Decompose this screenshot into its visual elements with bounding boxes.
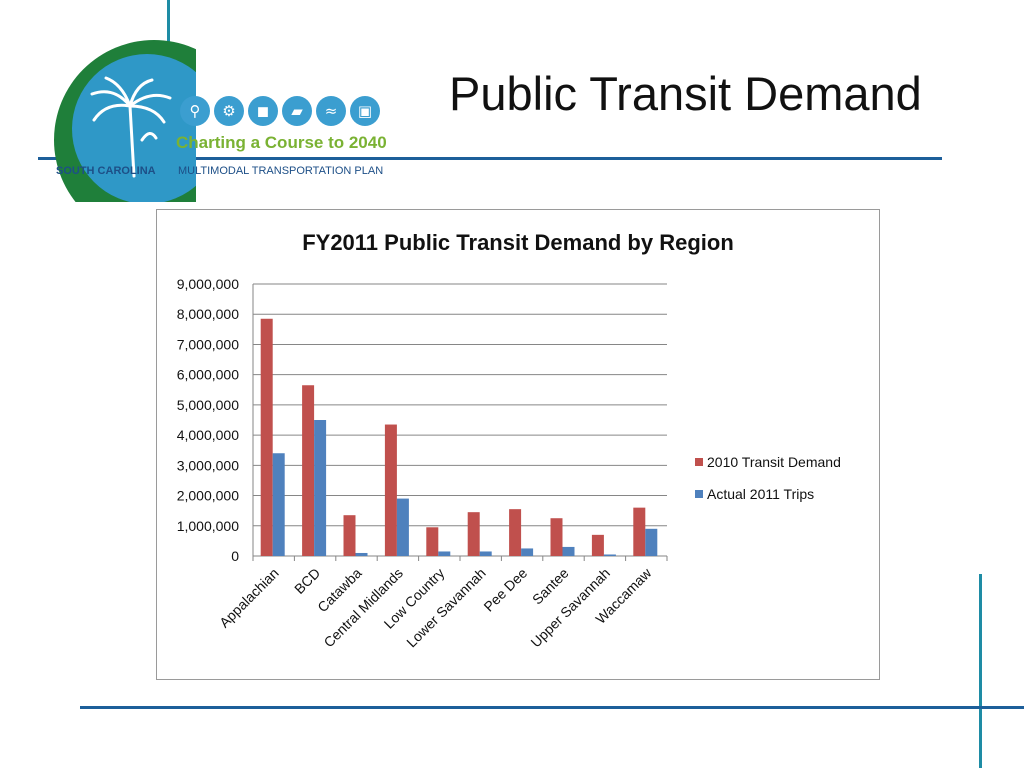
pedestrian-icon: ⚲ <box>180 96 210 126</box>
bar-2011 <box>479 551 492 556</box>
bar-2011 <box>562 546 575 556</box>
bar-2011 <box>645 528 658 556</box>
bar-2011 <box>314 420 327 556</box>
bus-icon: ▣ <box>350 96 380 126</box>
bar-2010 <box>509 509 522 556</box>
y-tick-label: 2,000,000 <box>177 488 239 504</box>
y-tick-label: 0 <box>231 548 239 564</box>
chart-title: FY2011 Public Transit Demand by Region <box>302 230 734 255</box>
palmetto-tree-icon <box>90 76 172 178</box>
bar-2010 <box>343 515 356 556</box>
truck-icon: ▰ <box>282 96 312 126</box>
header-rule <box>38 157 942 160</box>
bar-2010 <box>550 518 563 556</box>
bar-chart: 9,000,000 8,000,000 7,000,000 6,000,000 5,00… <box>177 276 668 651</box>
bar-2010 <box>426 527 439 556</box>
y-tick-label: 1,000,000 <box>177 518 239 534</box>
bar-2011 <box>272 453 285 556</box>
bar-2010 <box>260 318 273 556</box>
logo-plan: MULTIMODAL TRANSPORTATION PLAN <box>178 165 384 177</box>
bar-2011 <box>355 552 368 556</box>
y-tick-label: 8,000,000 <box>177 306 239 322</box>
y-tick-label: 7,000,000 <box>177 336 239 352</box>
car-icon: ◼ <box>248 96 278 126</box>
footer-rule <box>80 706 1024 709</box>
legend-label-2010: 2010 Transit Demand <box>707 454 841 470</box>
footer-vertical-rule <box>979 574 982 768</box>
bicycle-icon: ⚙ <box>214 96 244 126</box>
bar-2011 <box>603 554 616 556</box>
x-tick-label: Lower Savannah <box>403 565 489 651</box>
y-tick-label: 6,000,000 <box>177 367 239 383</box>
bar-2010 <box>384 424 397 556</box>
logo-state: SOUTH CAROLINA <box>56 165 156 177</box>
bar-2011 <box>438 551 451 556</box>
x-tick-label: Pee Dee <box>480 565 530 615</box>
palmetto-emblem <box>54 40 196 202</box>
bar-2011 <box>521 548 534 556</box>
boat-icon: ≈ <box>316 96 346 126</box>
y-tick-label: 4,000,000 <box>177 427 239 443</box>
slide-title: Public Transit Demand <box>449 67 922 120</box>
y-tick-label: 5,000,000 <box>177 397 239 413</box>
bar-2011 <box>396 498 409 556</box>
legend-swatch-2011 <box>695 490 703 498</box>
y-tick-label: 9,000,000 <box>177 276 239 292</box>
bar-2010 <box>591 534 604 556</box>
x-tick-label: BCD <box>291 565 323 597</box>
legend-label-2011: Actual 2011 Trips <box>707 486 815 502</box>
y-tick-label: 3,000,000 <box>177 457 239 473</box>
chart-frame: FY2011 Public Transit Demand by Region 9… <box>156 209 880 680</box>
x-tick-label: Appalachian <box>216 565 282 631</box>
legend-item-2010: 2010 Transit Demand <box>695 446 841 478</box>
legend-item-2011: Actual 2011 Trips <box>695 478 841 510</box>
legend-swatch-2010 <box>695 458 703 466</box>
chart-legend: 2010 Transit Demand Actual 2011 Trips <box>695 446 841 510</box>
bar-2010 <box>467 512 480 556</box>
logo-tagline: Charting a Course to 2040 <box>176 133 387 152</box>
bar-2010 <box>302 385 315 556</box>
transport-modes: ⚲ ⚙ ◼ ▰ ≈ ▣ <box>180 96 380 126</box>
bar-2010 <box>633 507 646 556</box>
